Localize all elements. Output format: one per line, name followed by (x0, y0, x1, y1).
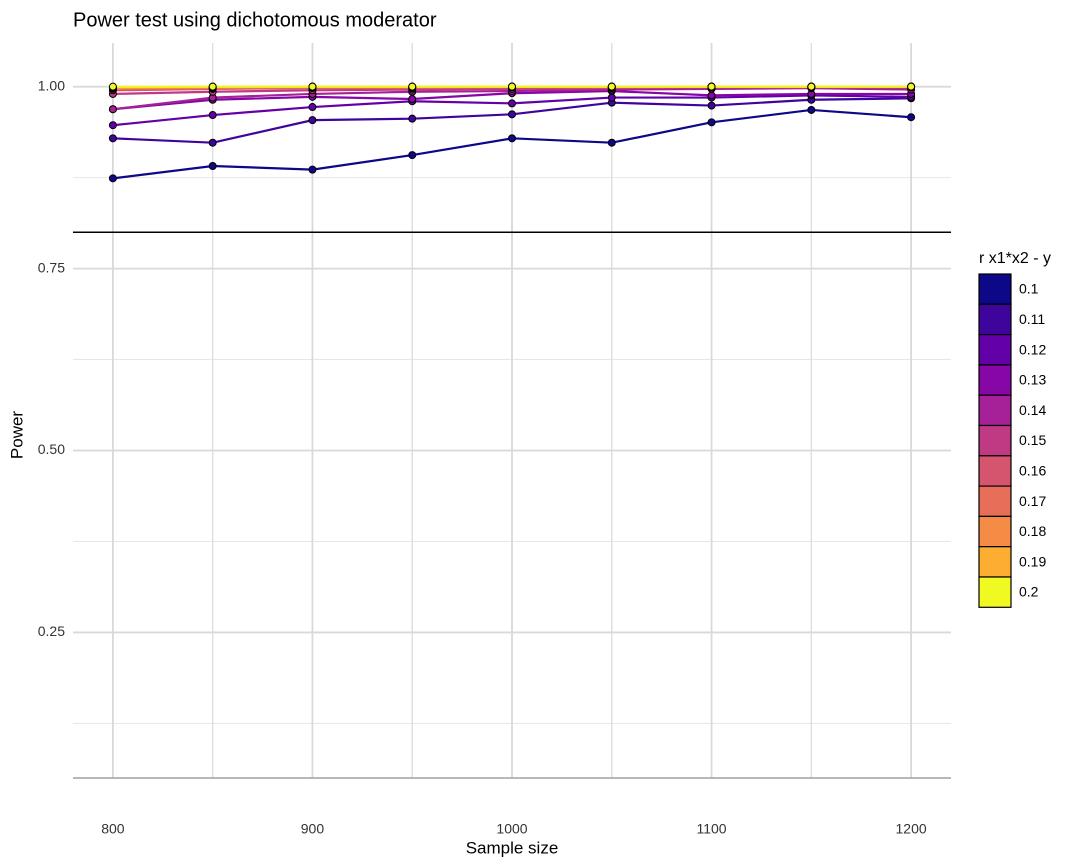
legend-key (978, 334, 1012, 366)
data-point (607, 82, 616, 91)
legend-key (978, 394, 1012, 427)
data-point (108, 121, 117, 130)
x-tick-label: 800 (101, 821, 125, 837)
legend-key (978, 515, 1012, 548)
data-point (907, 113, 916, 122)
x-tick-label: 1000 (496, 821, 527, 837)
data-point (208, 161, 217, 170)
legend-key (978, 273, 1012, 305)
data-point (208, 138, 217, 147)
data-point (907, 82, 916, 91)
y-tick-label: 0.25 (38, 623, 65, 639)
data-point (108, 174, 117, 183)
y-tick-label: 0.75 (38, 259, 65, 275)
legend-label: 0.17 (1019, 493, 1046, 509)
legend-key (978, 485, 1012, 518)
data-point (807, 105, 816, 114)
legend-key (978, 303, 1012, 336)
data-point (308, 82, 317, 91)
legend-label: 0.11 (1019, 311, 1045, 327)
y-tick-label: 1.00 (38, 77, 65, 93)
data-point (508, 99, 516, 108)
data-point (607, 93, 616, 102)
legend-label: 0.16 (1019, 463, 1046, 479)
data-point (308, 116, 317, 125)
data-point (707, 91, 716, 100)
legend-label: 0.13 (1019, 372, 1046, 388)
data-point (508, 110, 516, 119)
data-point (308, 165, 317, 174)
data-point (208, 111, 217, 120)
legend-key (978, 364, 1012, 396)
legend-key (978, 424, 1012, 457)
legend-key (978, 546, 1012, 578)
x-axis-label: Sample size (466, 838, 559, 857)
data-point (108, 105, 117, 114)
data-point (408, 114, 417, 123)
data-point (508, 82, 516, 91)
x-tick-label: 1200 (896, 821, 927, 837)
legend-label: 0.2 (1019, 584, 1039, 600)
legend-label: 0.14 (1019, 402, 1046, 418)
legend-title: r x1*x2 - y (979, 250, 1051, 267)
legend-label: 0.15 (1019, 432, 1046, 448)
legend-label: 0.1 (1019, 281, 1039, 297)
legend-label: 0.19 (1019, 553, 1046, 569)
legend-label: 0.12 (1019, 341, 1046, 357)
data-point (408, 95, 417, 104)
data-point (707, 118, 716, 127)
legend-key (978, 455, 1012, 487)
data-point (707, 82, 716, 91)
y-axis-label: Power (7, 411, 26, 460)
data-point (408, 82, 417, 91)
data-point (807, 82, 816, 91)
y-tick-label: 0.50 (38, 441, 65, 457)
data-point (707, 101, 716, 110)
legend-key (978, 576, 1012, 608)
data-point (308, 103, 317, 112)
data-point (108, 82, 117, 91)
legend-label: 0.18 (1019, 523, 1046, 539)
data-point (408, 151, 417, 160)
x-tick-label: 1100 (696, 821, 726, 837)
data-point (508, 134, 516, 143)
data-point (208, 82, 217, 91)
chart-title: Power test using dichotomous moderator (73, 9, 437, 31)
x-tick-label: 900 (301, 821, 325, 837)
data-point (607, 138, 616, 147)
data-point (108, 134, 117, 143)
